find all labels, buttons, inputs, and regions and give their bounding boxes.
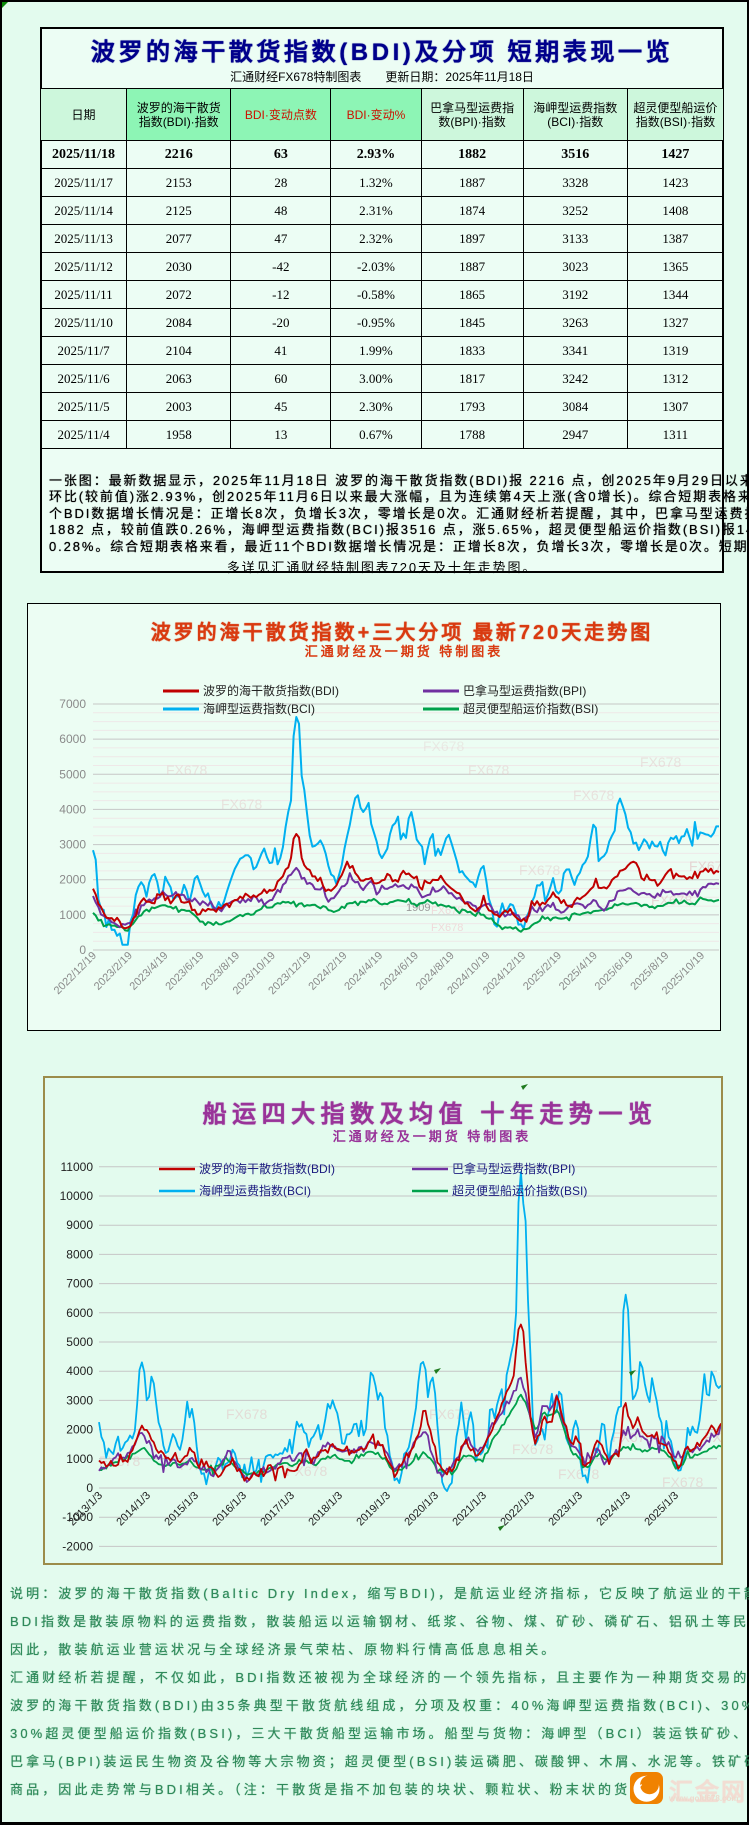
svg-text:7000: 7000 — [66, 1277, 93, 1291]
svg-text:2019/1/3: 2019/1/3 — [354, 1490, 393, 1529]
svg-text:6000: 6000 — [66, 1306, 93, 1320]
svg-text:2015/1/3: 2015/1/3 — [162, 1490, 201, 1529]
svg-text:11000: 11000 — [61, 1160, 94, 1174]
svg-text:5000: 5000 — [59, 767, 86, 781]
svg-text:FX678: FX678 — [166, 762, 207, 778]
svg-text:2017/1/3: 2017/1/3 — [258, 1490, 297, 1529]
svg-text:超灵便型船运价指数(BSI): 超灵便型船运价指数(BSI) — [452, 1183, 587, 1198]
svg-text:0: 0 — [79, 943, 86, 957]
svg-text:FX678: FX678 — [512, 1441, 553, 1457]
svg-text:2023/1/3: 2023/1/3 — [546, 1490, 585, 1529]
svg-text:4000: 4000 — [66, 1364, 93, 1378]
svg-text:FX678: FX678 — [651, 892, 692, 908]
svg-text:2021/1/3: 2021/1/3 — [450, 1490, 489, 1529]
svg-text:FX678: FX678 — [226, 1406, 267, 1422]
svg-text:9000: 9000 — [66, 1218, 93, 1232]
svg-text:波罗的海干散货指数(BDI): 波罗的海干散货指数(BDI) — [203, 683, 339, 698]
svg-text:2016/1/3: 2016/1/3 — [210, 1490, 249, 1529]
svg-text:FX678: FX678 — [558, 1466, 599, 1482]
svg-text:6000: 6000 — [59, 732, 86, 746]
svg-text:波罗的海干散货指数(BDI): 波罗的海干散货指数(BDI) — [199, 1161, 335, 1176]
svg-text:FX678: FX678 — [662, 1474, 703, 1490]
svg-text:1909: 1909 — [406, 902, 430, 914]
svg-text:2000: 2000 — [59, 873, 86, 887]
svg-text:超灵便型船运价指数(BSI): 超灵便型船运价指数(BSI) — [463, 701, 598, 716]
svg-text:5000: 5000 — [66, 1335, 93, 1349]
svg-text:巴拿马型运费指数(BPI): 巴拿马型运费指数(BPI) — [452, 1161, 575, 1176]
svg-text:0: 0 — [86, 1481, 93, 1495]
svg-text:2018/1/3: 2018/1/3 — [306, 1490, 345, 1529]
svg-text:FX678: FX678 — [286, 1463, 327, 1479]
svg-text:10000: 10000 — [60, 1189, 94, 1203]
svg-text:8000: 8000 — [66, 1247, 93, 1261]
svg-text:2014/1/3: 2014/1/3 — [114, 1490, 153, 1529]
svg-text:FX678: FX678 — [468, 762, 509, 778]
svg-text:海岬型运费指数(BCI): 海岬型运费指数(BCI) — [199, 1183, 311, 1198]
svg-text:7000: 7000 — [59, 697, 86, 711]
svg-text:1000: 1000 — [59, 908, 86, 922]
svg-text:2025/1/3: 2025/1/3 — [642, 1490, 681, 1529]
svg-text:-1000: -1000 — [62, 1510, 93, 1524]
svg-text:2020/1/3: 2020/1/3 — [402, 1490, 441, 1529]
svg-text:FX678: FX678 — [221, 796, 262, 812]
svg-text:2022/12/19: 2022/12/19 — [52, 950, 99, 997]
svg-text:FX678: FX678 — [519, 862, 560, 878]
svg-text:1000: 1000 — [66, 1452, 93, 1466]
svg-text:2022/1/3: 2022/1/3 — [498, 1490, 537, 1529]
svg-text:4000: 4000 — [59, 802, 86, 816]
svg-text:FX678: FX678 — [423, 738, 464, 754]
svg-text:海岬型运费指数(BCI): 海岬型运费指数(BCI) — [203, 701, 315, 716]
svg-text:FX678: FX678 — [431, 922, 463, 934]
svg-text:2024/1/3: 2024/1/3 — [594, 1490, 633, 1529]
svg-text:巴拿马型运费指数(BPI): 巴拿马型运费指数(BPI) — [463, 683, 586, 698]
svg-text:3000: 3000 — [66, 1393, 93, 1407]
svg-text:FX678: FX678 — [640, 754, 681, 770]
svg-text:-2000: -2000 — [62, 1539, 93, 1553]
svg-text:2000: 2000 — [66, 1423, 93, 1437]
svg-text:FX678: FX678 — [573, 787, 614, 803]
svg-text:3000: 3000 — [59, 838, 86, 852]
